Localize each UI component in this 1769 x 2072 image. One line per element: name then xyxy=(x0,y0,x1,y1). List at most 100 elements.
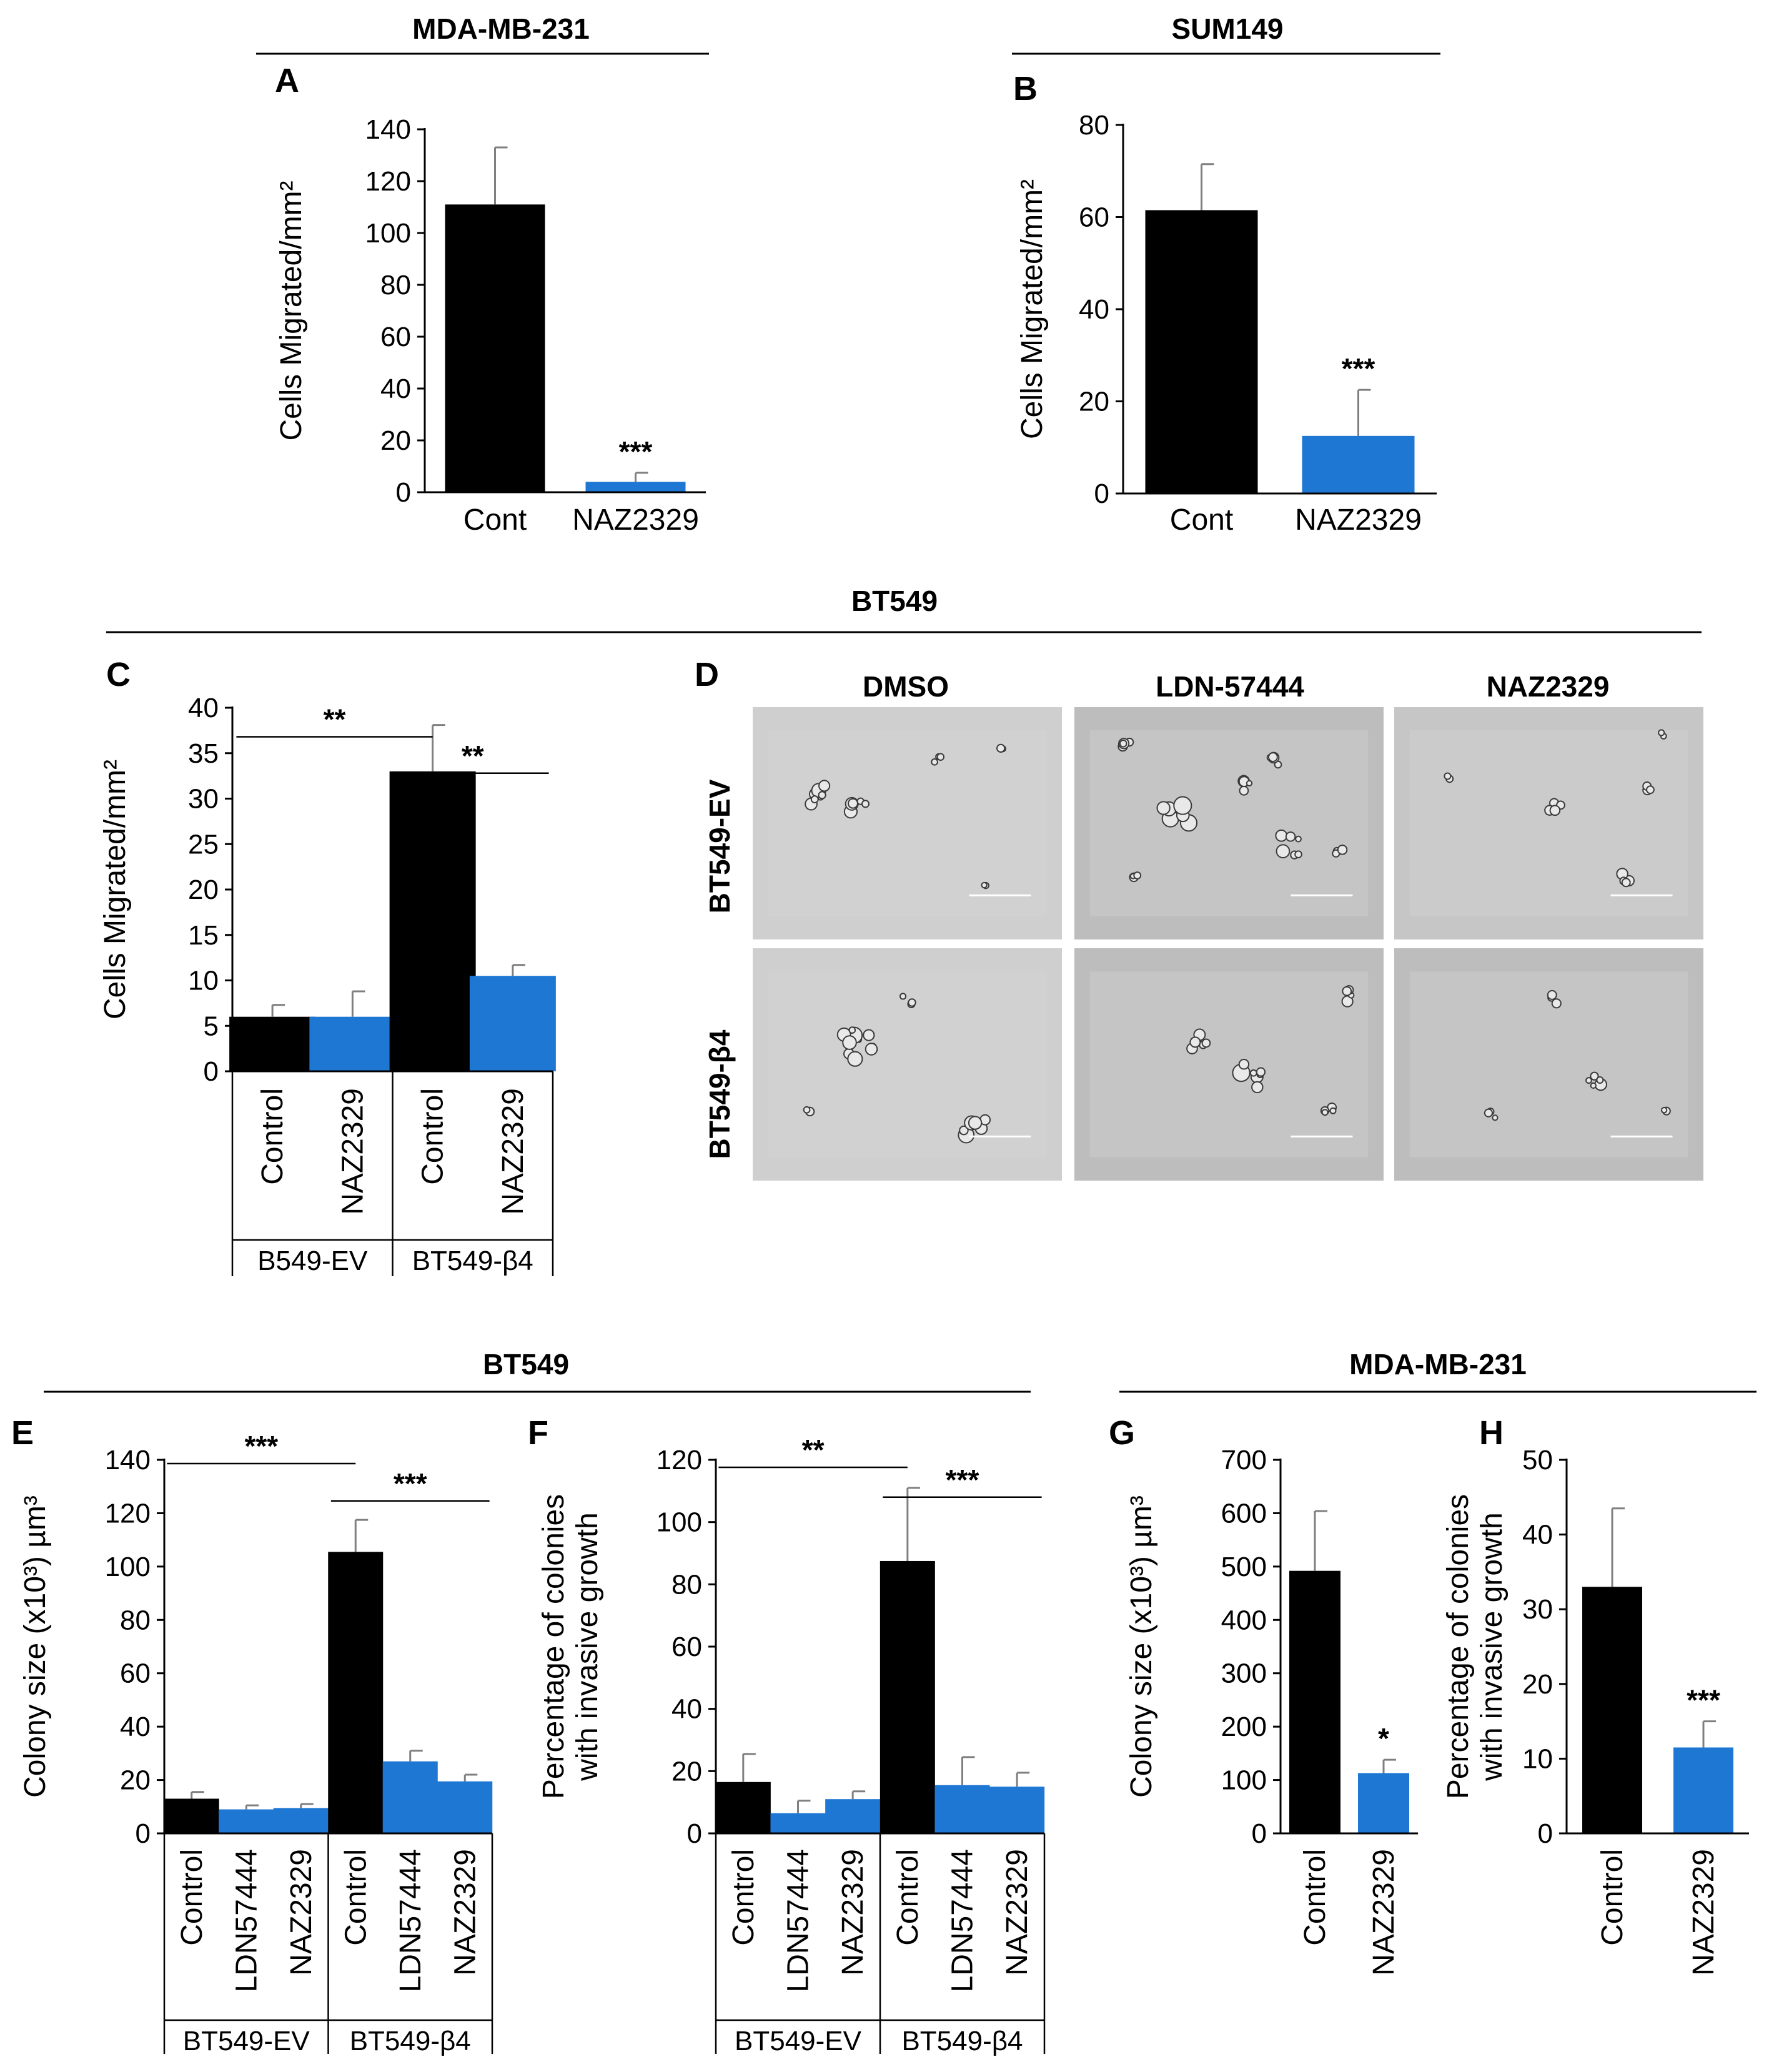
category-label: Control xyxy=(727,1849,760,1946)
y-tick-label: 40 xyxy=(1522,1520,1553,1550)
y-tick-label: 20 xyxy=(1079,387,1109,417)
micrograph-background xyxy=(1394,948,1703,1181)
cell xyxy=(1267,752,1278,763)
cell xyxy=(861,800,870,808)
chart-b: B 0 20 40 60 80 Cells Migrated/mm² Cont NAZ2329 *… xyxy=(1013,70,1437,537)
category-label: NAZ2329 xyxy=(1001,1849,1034,1976)
group-label: BT549-EV xyxy=(183,2026,310,2056)
y-tick-label: 20 xyxy=(671,1756,702,1787)
y-tick-label: 60 xyxy=(380,322,411,352)
cell xyxy=(1646,785,1655,795)
row-header-bt549-ev: BT549-EV xyxy=(703,779,736,913)
bar-naz2329 xyxy=(989,1787,1045,1833)
y-tick-label: 0 xyxy=(396,477,411,508)
cell xyxy=(1156,801,1171,815)
y-tick-label: 0 xyxy=(1252,1818,1267,1849)
y-tick-label: 120 xyxy=(657,1445,702,1475)
y-tick-label: 50 xyxy=(1522,1445,1553,1475)
cell xyxy=(1492,1114,1499,1121)
y-axis-label: Cells Migrated/mm² xyxy=(1016,179,1049,439)
category-label: NAZ2329 xyxy=(1687,1849,1720,1976)
cell xyxy=(1596,1076,1604,1084)
y-axis-label: with invasive growth xyxy=(1475,1512,1509,1782)
category-label: NAZ2329 xyxy=(1295,503,1422,537)
category-label: NAZ2329 xyxy=(336,1088,369,1215)
cell xyxy=(936,753,945,761)
cell xyxy=(863,1029,875,1041)
cell xyxy=(818,791,826,800)
bar-control xyxy=(715,1782,771,1833)
panel-letter-e: E xyxy=(11,1414,34,1452)
cell xyxy=(1133,871,1142,880)
significance-stars: *** xyxy=(394,1467,427,1500)
panel-letter-a: A xyxy=(275,62,299,99)
y-tick-label: 100 xyxy=(1221,1765,1267,1796)
y-tick-label: 80 xyxy=(671,1569,702,1600)
y-tick-label: 60 xyxy=(1079,202,1109,233)
bar-control xyxy=(328,1552,384,1833)
bar-control xyxy=(229,1016,316,1071)
header-mda-mb-231-ab: MDA-MB-231 xyxy=(412,12,590,45)
y-tick-label: 20 xyxy=(1522,1669,1553,1700)
y-tick-label: 80 xyxy=(1079,110,1109,141)
y-tick-label: 100 xyxy=(657,1507,702,1538)
bar-naz2329 xyxy=(1673,1747,1733,1833)
panel-letter-d: D xyxy=(695,656,719,693)
chart-e: E 0 20 40 60 80 100 120 140 Colony size (x10³) µm… xyxy=(11,1414,493,2056)
y-tick-label: 35 xyxy=(188,738,219,769)
cell xyxy=(803,1106,811,1114)
cell xyxy=(1590,1082,1597,1089)
significance-stars: ** xyxy=(462,740,484,772)
cell xyxy=(1658,729,1665,736)
category-label: LDN57444 xyxy=(394,1849,427,1993)
significance-stars: *** xyxy=(1342,352,1375,385)
bar-naz2329 xyxy=(437,1781,493,1833)
category-label: NAZ2329 xyxy=(1367,1849,1400,1976)
panel-letter-b: B xyxy=(1013,70,1038,107)
y-tick-label: 100 xyxy=(365,218,411,249)
cell xyxy=(1295,835,1302,843)
y-tick-label: 100 xyxy=(105,1552,151,1582)
cell xyxy=(1173,796,1192,815)
panel-letter-h: H xyxy=(1479,1414,1504,1452)
y-tick-label: 400 xyxy=(1221,1605,1267,1635)
category-label: Control xyxy=(339,1849,372,1946)
micrograph-shading xyxy=(768,971,1047,1157)
cell xyxy=(810,795,819,804)
cell xyxy=(996,743,1006,753)
cell xyxy=(968,1116,983,1130)
cell xyxy=(1246,780,1253,786)
y-tick-label: 40 xyxy=(1079,294,1109,325)
y-tick-label: 0 xyxy=(204,1056,219,1087)
cell xyxy=(1551,998,1562,1009)
bar-ldn57444 xyxy=(770,1813,826,1833)
cell xyxy=(1484,1108,1494,1118)
y-tick-label: 300 xyxy=(1221,1658,1267,1689)
category-label: NAZ2329 xyxy=(448,1849,482,1976)
column-header-naz2329: NAZ2329 xyxy=(1487,670,1610,703)
significance-stars: *** xyxy=(244,1430,278,1462)
micrograph-shading xyxy=(1089,730,1369,916)
cell xyxy=(1337,845,1348,855)
bar-control xyxy=(880,1560,935,1833)
cell xyxy=(1329,1107,1337,1114)
bar-naz2329 xyxy=(469,976,556,1071)
significance-stars: ** xyxy=(324,703,346,736)
panel-d-micrographs: D DMSO LDN-57444 NAZ2329 BT549-EV BT549-… xyxy=(695,656,1703,1181)
y-tick-label: 140 xyxy=(105,1445,151,1475)
bar-control xyxy=(1289,1570,1340,1833)
y-tick-label: 10 xyxy=(1522,1743,1553,1774)
significance-stars: * xyxy=(1378,1722,1389,1755)
cell xyxy=(1590,1071,1599,1081)
y-tick-label: 500 xyxy=(1221,1552,1267,1582)
micrograph-shading xyxy=(1409,730,1688,916)
group-label: BT549-β4 xyxy=(350,2026,471,2056)
y-tick-label: 0 xyxy=(1094,478,1109,509)
y-tick-label: 80 xyxy=(120,1605,151,1635)
y-tick-label: 120 xyxy=(105,1498,151,1529)
cell xyxy=(1342,986,1352,996)
category-label: NAZ2329 xyxy=(836,1849,870,1976)
header-bt549-ef: BT549 xyxy=(483,1348,569,1381)
group-label: BT549-β4 xyxy=(412,1246,533,1276)
bar-naz2329 xyxy=(273,1808,329,1833)
